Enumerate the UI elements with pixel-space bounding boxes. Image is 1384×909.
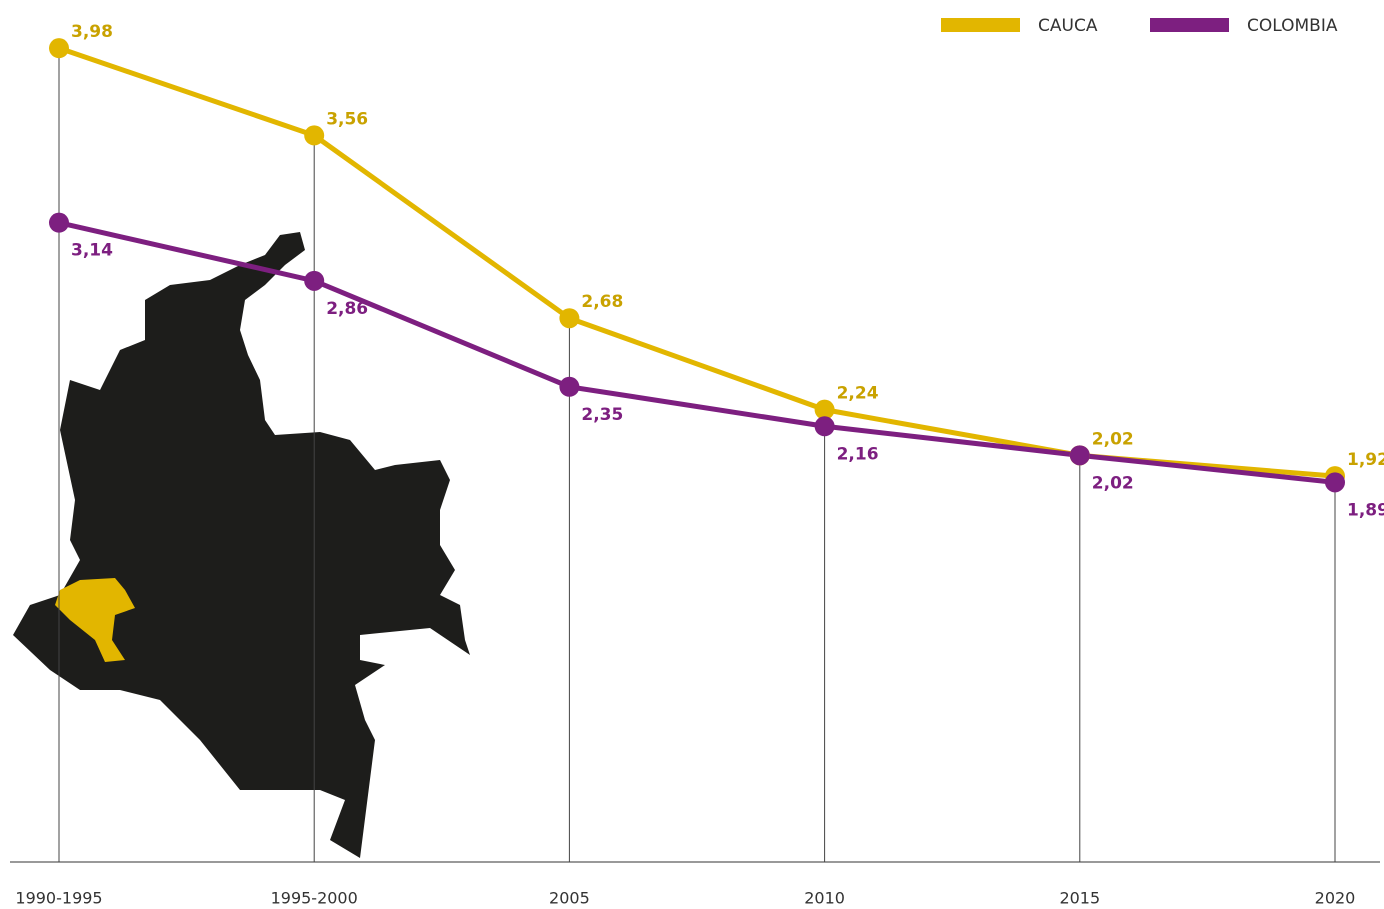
legend-label: CAUCA — [1038, 16, 1098, 36]
value-label: 3,98 — [71, 22, 113, 42]
point — [49, 212, 69, 233]
value-label: 2,02 — [1092, 429, 1134, 449]
point — [49, 38, 69, 59]
cauca-region — [55, 578, 135, 662]
value-label: 2,35 — [581, 405, 623, 425]
point — [559, 376, 580, 397]
value-label: 2,68 — [581, 292, 623, 312]
point — [814, 416, 835, 437]
value-label: 1,92 — [1347, 450, 1384, 470]
value-label: 2,02 — [1092, 473, 1134, 493]
x-tick-label: 1990-1995 — [15, 889, 102, 908]
value-label: 2,16 — [837, 444, 879, 464]
x-tick-label: 2015 — [1059, 889, 1100, 908]
legend-label: COLOMBIA — [1247, 16, 1338, 36]
x-tick-label: 1995-2000 — [271, 889, 358, 908]
map — [13, 232, 470, 858]
colombia-map — [13, 232, 470, 858]
series-line — [58, 220, 1336, 485]
value-label: 1,89 — [1347, 500, 1384, 520]
x-tick-label: 2010 — [804, 889, 845, 908]
legend-swatch — [1150, 18, 1229, 32]
point — [304, 125, 325, 146]
value-label: 3,56 — [326, 109, 368, 129]
x-tick-label: 2005 — [549, 889, 590, 908]
point — [814, 399, 835, 420]
legend-swatch — [941, 18, 1020, 32]
value-label: 3,14 — [71, 241, 113, 261]
point — [304, 270, 325, 291]
x-tick-label: 2020 — [1315, 889, 1356, 908]
point — [559, 308, 580, 329]
value-label: 2,86 — [326, 299, 368, 319]
value-label: 2,24 — [837, 384, 879, 404]
point — [1069, 445, 1090, 466]
point — [1325, 472, 1345, 493]
